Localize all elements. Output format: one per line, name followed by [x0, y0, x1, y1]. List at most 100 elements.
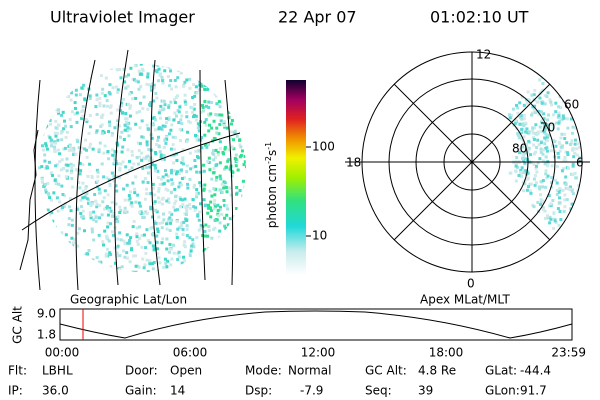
- pixel: [180, 177, 184, 181]
- pixel: [65, 176, 69, 180]
- pixel: [88, 211, 92, 215]
- pixel: [74, 93, 78, 97]
- pixel: [43, 182, 47, 186]
- pixel: [543, 126, 547, 130]
- pixel: [157, 215, 161, 219]
- pixel: [182, 84, 186, 88]
- pixel: [122, 187, 126, 191]
- pixel: [229, 130, 233, 134]
- pixel: [520, 95, 524, 99]
- pixel: [118, 68, 122, 72]
- pixel: [218, 229, 222, 233]
- pixel: [234, 153, 238, 157]
- pixel: [217, 214, 221, 218]
- pixel: [106, 221, 110, 225]
- pixel: [121, 145, 125, 149]
- pixel: [241, 179, 245, 183]
- pixel: [155, 142, 159, 146]
- pixel: [552, 123, 556, 127]
- pixel: [157, 111, 161, 115]
- pixel: [54, 164, 58, 168]
- pixel: [64, 135, 68, 139]
- exponent: -2: [264, 156, 273, 164]
- pixel: [138, 210, 142, 214]
- pixel: [120, 101, 124, 105]
- pixel: [203, 120, 207, 124]
- mlt-label: 6: [576, 156, 584, 170]
- pixel: [123, 80, 127, 84]
- pixel: [191, 95, 195, 99]
- pixel: [95, 256, 99, 260]
- pixel: [73, 101, 77, 105]
- pixel: [525, 158, 529, 162]
- pixel: [210, 101, 214, 105]
- pixel: [225, 204, 229, 208]
- pixel: [522, 170, 526, 174]
- pixel: [50, 173, 54, 177]
- pixel: [527, 139, 531, 143]
- pixel: [140, 233, 144, 237]
- pixel: [177, 69, 181, 73]
- pixel: [218, 123, 222, 127]
- pixel: [184, 213, 188, 217]
- pixel: [223, 203, 227, 207]
- pixel: [103, 189, 107, 193]
- pixel: [159, 153, 163, 157]
- pixel: [80, 116, 84, 120]
- pixel: [154, 92, 158, 96]
- pixel: [170, 168, 174, 172]
- pixel: [225, 126, 229, 130]
- pixel: [213, 205, 217, 209]
- pixel: [91, 202, 95, 206]
- pixel: [70, 223, 74, 227]
- pixel: [546, 118, 550, 122]
- pixel: [130, 204, 134, 208]
- pixel: [128, 114, 132, 118]
- pixel: [122, 239, 126, 243]
- pixel: [85, 148, 89, 152]
- pixel: [520, 114, 524, 118]
- pixel: [60, 184, 64, 188]
- pixel: [227, 148, 231, 152]
- pixel: [77, 181, 81, 185]
- field-label: IP:: [8, 384, 23, 398]
- pixel: [215, 176, 219, 180]
- pixel: [538, 96, 542, 100]
- pixel: [127, 194, 131, 198]
- pixel: [543, 136, 547, 140]
- pixel: [200, 146, 204, 150]
- pixel: [147, 148, 151, 152]
- pixel: [159, 155, 163, 159]
- pixel: [63, 146, 67, 150]
- pixel: [214, 113, 218, 117]
- pixel: [115, 254, 119, 258]
- pixel: [534, 166, 538, 170]
- pixel: [168, 228, 172, 232]
- pixel: [223, 125, 227, 129]
- polar-label: Apex MLat/MLT: [420, 293, 510, 307]
- pixel: [100, 123, 104, 127]
- pixel: [188, 77, 192, 81]
- pixel: [192, 205, 196, 209]
- pixel: [532, 143, 536, 147]
- pixel: [185, 227, 189, 231]
- pixel: [42, 185, 46, 189]
- pixel: [533, 88, 537, 92]
- orbit-xticks: 00:00 06:00 12:00 18:00 23:59: [45, 346, 586, 360]
- pixel: [148, 165, 152, 169]
- pixel: [233, 129, 237, 133]
- pixel: [153, 193, 157, 197]
- pixel: [133, 187, 137, 191]
- pixel: [137, 87, 141, 91]
- pixel: [44, 190, 48, 194]
- pixel: [228, 217, 232, 221]
- pixel: [118, 168, 122, 172]
- pixel: [58, 152, 62, 156]
- pixel: [225, 190, 229, 194]
- pixel: [541, 206, 545, 210]
- pixel: [157, 127, 161, 131]
- pixel: [557, 223, 561, 227]
- pixel: [574, 176, 578, 180]
- pixel: [167, 105, 171, 109]
- pixel: [60, 138, 64, 142]
